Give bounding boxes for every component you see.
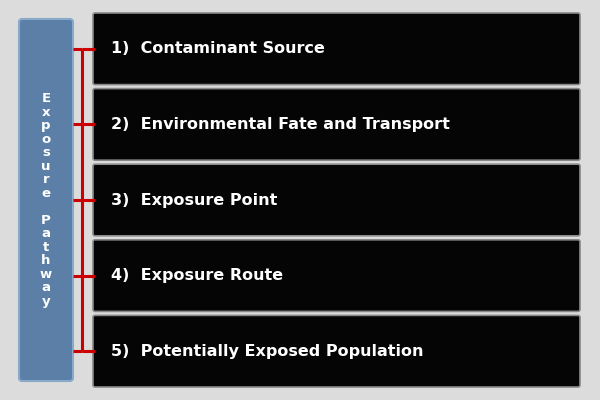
Text: 2)  Environmental Fate and Transport: 2) Environmental Fate and Transport — [111, 117, 450, 132]
FancyBboxPatch shape — [19, 19, 73, 381]
FancyBboxPatch shape — [93, 240, 580, 311]
Text: 5)  Potentially Exposed Population: 5) Potentially Exposed Population — [111, 344, 424, 359]
FancyBboxPatch shape — [93, 13, 580, 85]
Text: 3)  Exposure Point: 3) Exposure Point — [111, 192, 277, 208]
Text: 1)  Contaminant Source: 1) Contaminant Source — [111, 41, 325, 56]
FancyBboxPatch shape — [93, 164, 580, 236]
Text: E
x
p
o
s
u
r
e
 
P
a
t
h
w
a
y: E x p o s u r e P a t h w a y — [40, 92, 52, 308]
Text: 4)  Exposure Route: 4) Exposure Route — [111, 268, 283, 283]
FancyBboxPatch shape — [93, 315, 580, 387]
FancyBboxPatch shape — [93, 89, 580, 160]
